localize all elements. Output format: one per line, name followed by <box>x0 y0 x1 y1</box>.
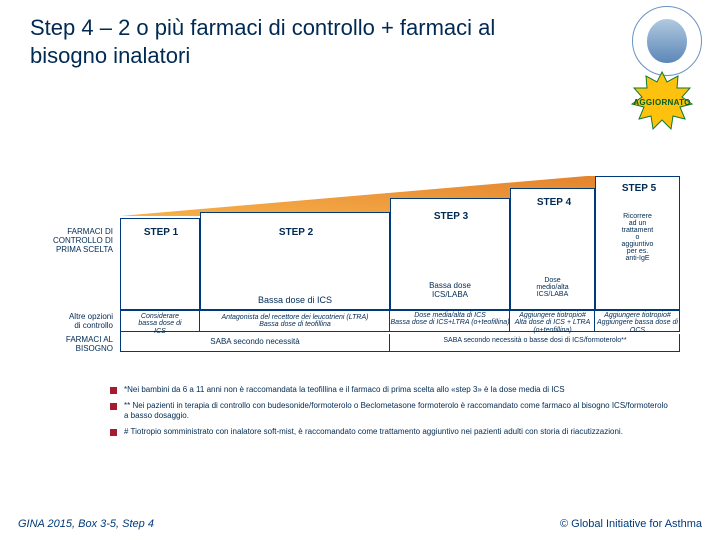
other-options-band: Considerarebassa dose diICS Antagonista … <box>120 310 680 332</box>
page-title: Step 4 – 2 o più farmaci di controllo + … <box>30 14 570 69</box>
step-2-box: STEP 2 Bassa dose di ICS <box>200 212 390 310</box>
step-4-box: STEP 4 Dosemedio/altaICS/LABA <box>510 188 595 310</box>
footer-left: GINA 2015, Box 3-5, Step 4 <box>18 518 154 530</box>
row-label-other: Altre opzionidi controllo <box>28 313 113 331</box>
step-5-box: STEP 5 Ricorreread untrattamentoaggiunti… <box>595 176 680 310</box>
footnote-1: *Nei bambini da 6 a 11 anni non è raccom… <box>110 385 670 395</box>
step-3-box: STEP 3 Bassa doseICS/LABA <box>390 198 510 310</box>
gina-logo <box>632 6 702 76</box>
starburst-label: AGGIORNATO <box>633 98 690 107</box>
footnotes: *Nei bambini da 6 a 11 anni non è raccom… <box>110 385 670 443</box>
footnote-2: ** Nei pazienti in terapia di controllo … <box>110 401 670 421</box>
footer-right: © Global Initiative for Asthma <box>560 518 702 530</box>
updated-starburst: AGGIORNATO <box>630 70 694 134</box>
footer: GINA 2015, Box 3-5, Step 4 © Global Init… <box>18 518 702 530</box>
row-label-controller: FARMACI DICONTROLLO DIPRIMA SCELTA <box>28 228 113 254</box>
step-1-box: STEP 1 <box>120 218 200 310</box>
row-label-reliever: FARMACI ALBISOGNO <box>28 336 113 354</box>
step-chart: FARMACI DICONTROLLO DIPRIMA SCELTA Altre… <box>120 180 680 350</box>
reliever-band: SABA secondo necessità SABA secondo nece… <box>120 334 680 352</box>
footnote-3: # Tiotropio somministrato con inalatore … <box>110 427 670 437</box>
